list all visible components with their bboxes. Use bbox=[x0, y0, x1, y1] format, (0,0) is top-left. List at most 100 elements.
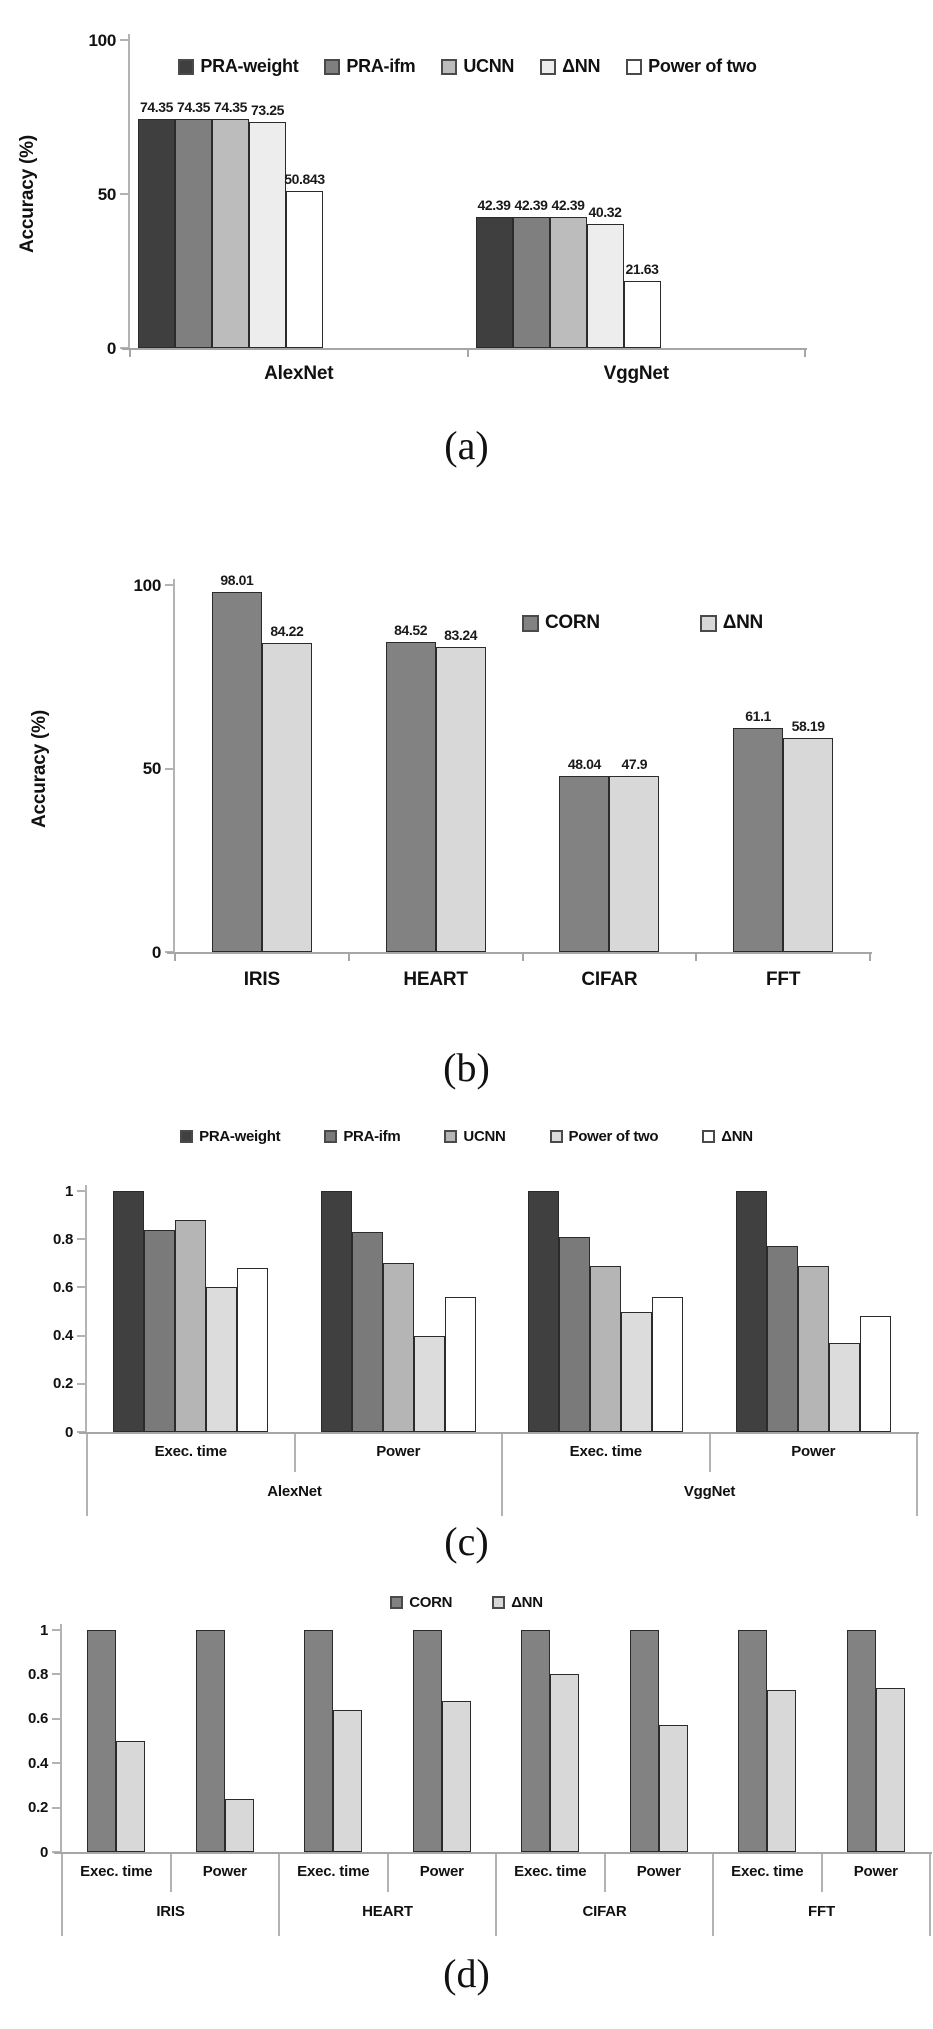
bar-value-label: 84.22 bbox=[270, 622, 304, 639]
legend-swatch-icon bbox=[390, 1596, 404, 1609]
bar bbox=[211, 592, 262, 952]
bar-value-label: 50.843 bbox=[284, 171, 325, 188]
legend-swatch-icon bbox=[441, 58, 458, 75]
y-tick-mark bbox=[77, 1190, 85, 1192]
legend-swatch-icon bbox=[180, 1130, 194, 1143]
bar-value-label: 74.35 bbox=[139, 99, 174, 115]
bar bbox=[658, 1725, 688, 1852]
category-divider bbox=[603, 1854, 606, 1892]
x-tick-mark bbox=[174, 954, 176, 961]
bar bbox=[351, 1231, 383, 1432]
legend-label: PRA-ifm bbox=[343, 1128, 401, 1145]
y-tick-label: 50 bbox=[97, 184, 117, 204]
bar bbox=[412, 1630, 442, 1852]
category-label: HEART bbox=[403, 969, 468, 990]
bar bbox=[512, 217, 550, 348]
y-tick-label: 0.6 bbox=[53, 1278, 73, 1296]
supercategory-label: IRIS bbox=[156, 1903, 185, 1920]
y-tick-label: 0.8 bbox=[28, 1665, 48, 1683]
y-tick-label: 0 bbox=[151, 942, 161, 962]
bar bbox=[385, 641, 436, 952]
legend-swatch-icon bbox=[549, 1130, 563, 1143]
legend-label: PRA-ifm bbox=[346, 56, 416, 76]
bar bbox=[621, 1311, 653, 1432]
bar-value-label: 40.32 bbox=[588, 203, 622, 220]
x-tick-mark bbox=[521, 954, 524, 961]
y-axis bbox=[173, 579, 175, 952]
y-tick-mark bbox=[52, 1717, 60, 1720]
bar bbox=[846, 1630, 876, 1852]
bar bbox=[590, 1265, 622, 1432]
category-divider bbox=[293, 1434, 296, 1472]
y-tick-label: 0.2 bbox=[53, 1375, 73, 1393]
y-axis bbox=[128, 34, 130, 348]
bar bbox=[738, 1630, 768, 1852]
bar bbox=[441, 1701, 471, 1852]
bar bbox=[783, 738, 834, 952]
bar bbox=[859, 1316, 891, 1432]
legend-item: ΔNN bbox=[540, 56, 600, 77]
legend-label: Power of two bbox=[648, 56, 757, 76]
x-tick-mark bbox=[804, 350, 806, 357]
legend-label: Power of two bbox=[568, 1128, 659, 1145]
legend-swatch-icon bbox=[626, 58, 643, 75]
x-axis bbox=[122, 348, 807, 350]
legend-item: PRA-weight bbox=[180, 1128, 281, 1145]
category-label: Power bbox=[202, 1863, 247, 1880]
legend-label: ΔNN bbox=[511, 1594, 543, 1611]
legend-label: CORN bbox=[409, 1594, 453, 1611]
legend-item: Power of two bbox=[626, 56, 757, 77]
legend-item: CORN bbox=[522, 612, 600, 634]
y-tick-mark bbox=[120, 39, 128, 41]
y-tick-label: 0 bbox=[64, 1423, 73, 1441]
y-tick-mark bbox=[165, 767, 173, 770]
y-tick-mark bbox=[77, 1238, 85, 1241]
x-tick-mark bbox=[347, 954, 350, 961]
y-axis bbox=[85, 1185, 87, 1432]
legend-swatch-icon bbox=[492, 1596, 506, 1609]
caption-d: (d) bbox=[443, 1951, 490, 1996]
bar-value-label: 84.52 bbox=[394, 621, 428, 638]
bar bbox=[286, 191, 323, 348]
y-tick-label: 1 bbox=[39, 1621, 48, 1639]
legend-swatch-icon bbox=[324, 1130, 338, 1143]
bar bbox=[144, 1229, 176, 1432]
supercategory-divider bbox=[61, 1854, 63, 1936]
bar bbox=[733, 727, 784, 952]
legend-item: CORN bbox=[390, 1594, 453, 1611]
bar bbox=[113, 1191, 145, 1432]
y-tick-mark bbox=[77, 1382, 85, 1385]
x-axis bbox=[79, 1432, 919, 1434]
y-tick-label: 0.4 bbox=[28, 1754, 48, 1772]
category-label: AlexNet bbox=[264, 363, 334, 384]
supercategory-divider bbox=[929, 1854, 931, 1936]
bar bbox=[195, 1630, 225, 1852]
bar bbox=[333, 1709, 363, 1852]
legend-label: ΔNN bbox=[722, 612, 764, 633]
y-tick-label: 0 bbox=[106, 338, 116, 358]
supercategory-label: VggNet bbox=[683, 1483, 736, 1500]
x-tick-mark bbox=[869, 954, 871, 961]
bar bbox=[212, 119, 249, 348]
legend-label: UCNN bbox=[463, 1128, 506, 1145]
caption-c: (c) bbox=[444, 1519, 489, 1564]
y-axis-title: Accuracy (%) bbox=[29, 709, 50, 828]
y-tick-label: 0 bbox=[39, 1843, 48, 1861]
category-label: Exec. time bbox=[154, 1443, 227, 1460]
category-divider bbox=[820, 1854, 823, 1892]
bar bbox=[320, 1191, 352, 1432]
bar bbox=[175, 119, 212, 348]
supercategory-label: CIFAR bbox=[582, 1903, 627, 1920]
legend-swatch-icon bbox=[702, 1130, 716, 1143]
y-tick-label: 0.6 bbox=[28, 1710, 48, 1728]
x-tick-mark bbox=[466, 350, 469, 357]
bar bbox=[766, 1246, 798, 1432]
y-tick-mark bbox=[52, 1762, 60, 1765]
bar bbox=[549, 217, 587, 348]
bar bbox=[475, 217, 513, 348]
legend-swatch-icon bbox=[522, 614, 539, 632]
category-label: Exec. time bbox=[569, 1443, 642, 1460]
category-label: FFT bbox=[766, 969, 801, 990]
bar bbox=[435, 646, 486, 952]
